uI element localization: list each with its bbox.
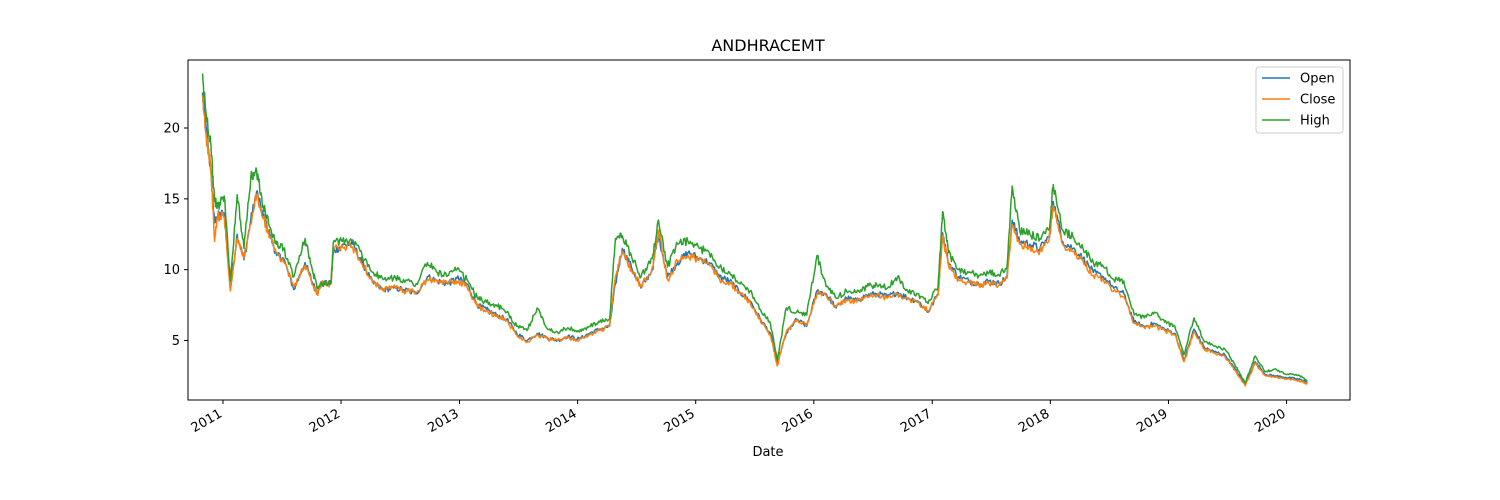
chart-title: ANDHRACEMT	[711, 36, 824, 55]
y-tick-label: 15	[163, 192, 180, 207]
y-tick-label: 5	[172, 334, 180, 349]
y-axis: 5 10 15 20	[163, 122, 188, 349]
legend-label-high: High	[1300, 114, 1330, 129]
legend-label-open: Open	[1300, 72, 1335, 87]
series-layer	[201, 73, 1308, 387]
y-tick-label: 10	[163, 263, 180, 278]
legend-label-close: Close	[1300, 93, 1335, 108]
legend-box	[1255, 66, 1344, 134]
series-line-high	[201, 73, 1308, 384]
x-axis-label: Date	[752, 445, 783, 460]
legend: Open Close High	[1255, 66, 1344, 134]
y-tick-label: 20	[163, 122, 180, 137]
plot-frame	[187, 59, 1351, 401]
